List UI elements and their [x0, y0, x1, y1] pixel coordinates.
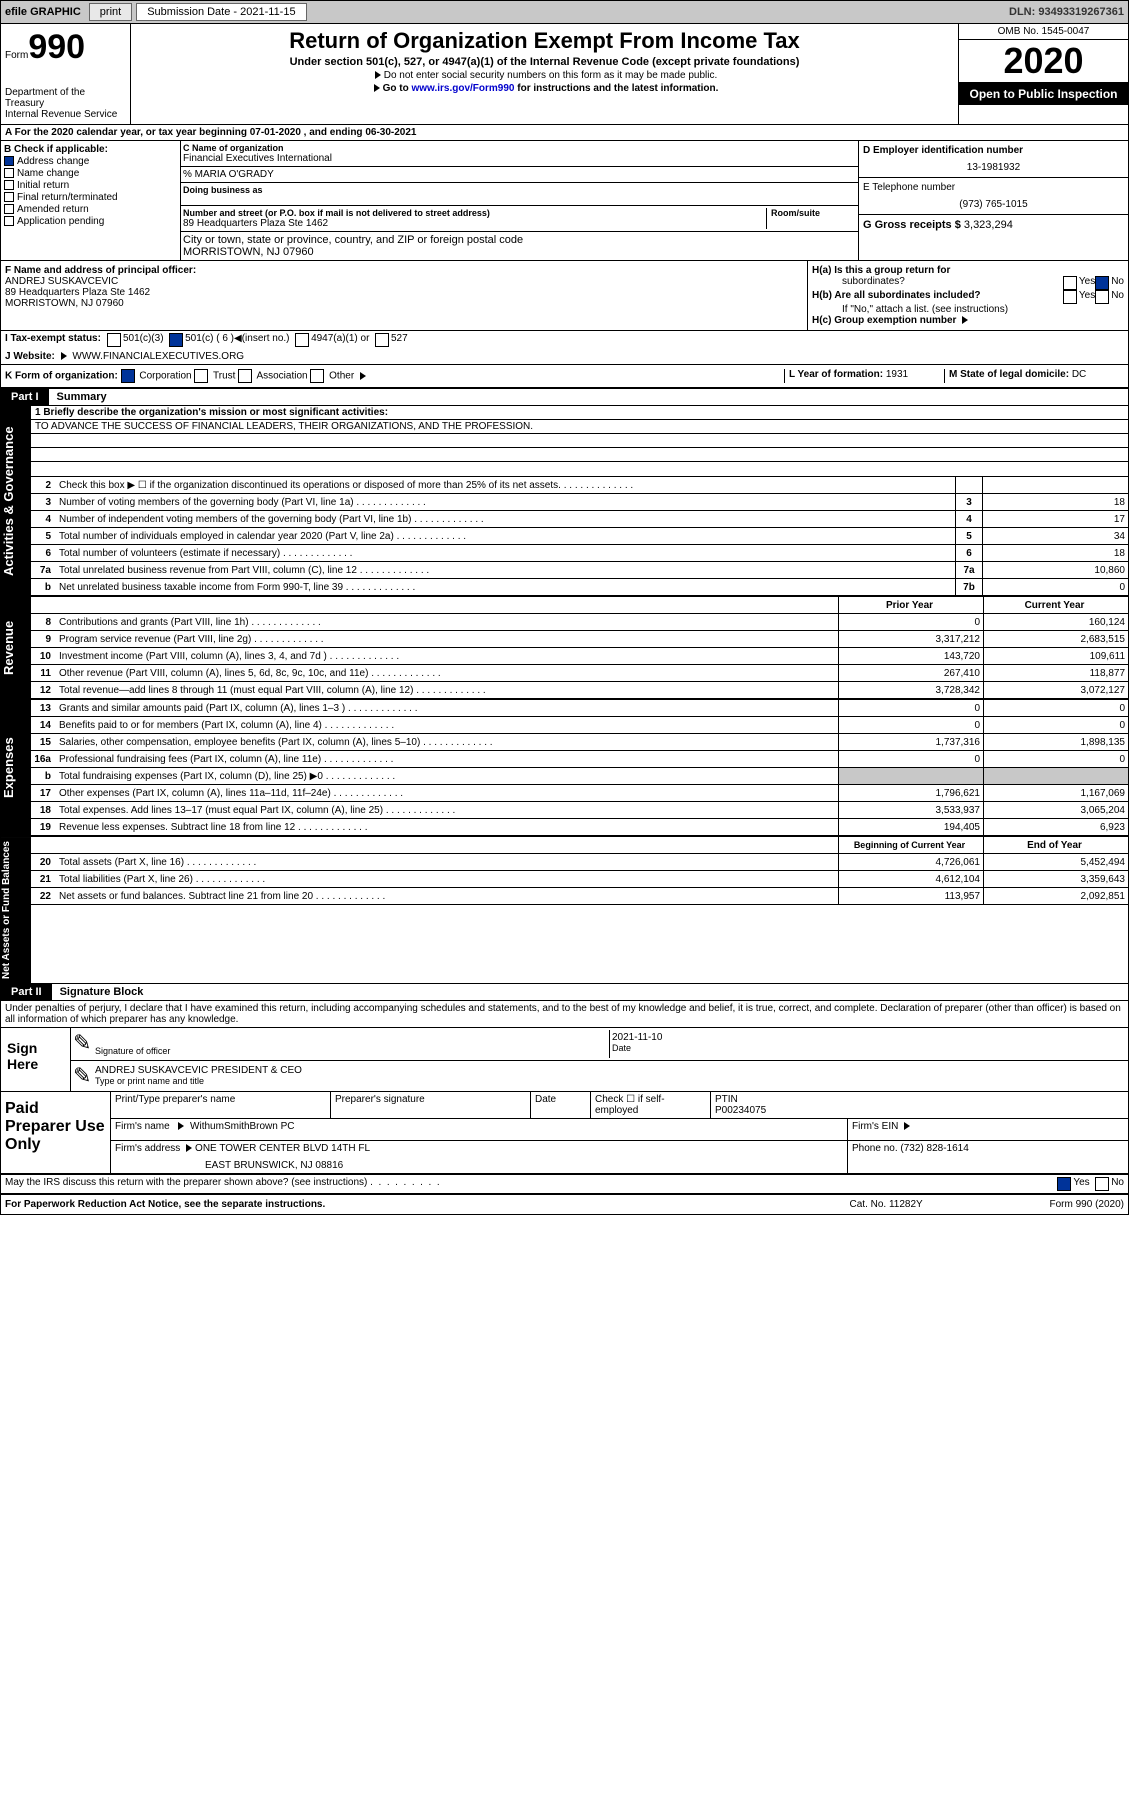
box-b: B Check if applicable: Address change Na…	[1, 141, 181, 260]
checkbox-ha-no[interactable]	[1095, 276, 1109, 290]
tax-year: 2020	[959, 40, 1128, 83]
triangle-icon	[178, 1122, 184, 1130]
header-left: Form 990 Department of the Treasury Inte…	[1, 24, 131, 124]
checkbox-trust[interactable]	[194, 369, 208, 383]
box-f: F Name and address of principal officer:…	[1, 261, 808, 330]
checkbox-assoc[interactable]	[238, 369, 252, 383]
note1: Do not enter social security numbers on …	[384, 70, 717, 81]
note2-pre: Go to	[383, 83, 412, 94]
net-assets-section: Net Assets or Fund Balances Beginning of…	[1, 836, 1128, 983]
box-b-label: B Check if applicable:	[4, 144, 108, 155]
checkbox-hb-yes[interactable]	[1063, 290, 1077, 304]
checkbox-final-return[interactable]	[4, 192, 14, 202]
governance-section: Activities & Governance 1 Briefly descri…	[1, 406, 1128, 596]
form-subtitle: Under section 501(c), 527, or 4947(a)(1)…	[135, 56, 954, 68]
triangle-icon	[962, 316, 968, 324]
year-formation: 1931	[886, 369, 908, 380]
checkbox-initial-return[interactable]	[4, 180, 14, 190]
triangle-icon	[186, 1144, 192, 1152]
top-toolbar: efile GRAPHIC print Submission Date - 20…	[0, 0, 1129, 24]
box-c: C Name of organizationFinancial Executiv…	[181, 141, 858, 260]
checkbox-name-change[interactable]	[4, 168, 14, 178]
org-name: Financial Executives International	[183, 153, 856, 164]
vside-net: Net Assets or Fund Balances	[1, 837, 31, 983]
row-b: B Check if applicable: Address change Na…	[1, 141, 1128, 261]
pen-icon: ✎	[73, 1030, 93, 1058]
checkbox-501c3[interactable]	[107, 333, 121, 347]
checkbox-ha-yes[interactable]	[1063, 276, 1077, 290]
row-i: I Tax-exempt status: 501(c)(3) 501(c) ( …	[1, 331, 1128, 349]
note2-post: for instructions and the latest informat…	[514, 83, 718, 94]
checkbox-other[interactable]	[310, 369, 324, 383]
page-footer: For Paperwork Reduction Act Notice, see …	[1, 1195, 1128, 1214]
header-right: OMB No. 1545-0047 2020 Open to Public In…	[958, 24, 1128, 124]
omb-number: OMB No. 1545-0047	[959, 24, 1128, 40]
checkbox-address-change[interactable]	[4, 156, 14, 166]
row-j: J Website: WWW.FINANCIALEXECUTIVES.ORG	[1, 349, 1128, 365]
row-f-h: F Name and address of principal officer:…	[1, 261, 1128, 331]
state-domicile: DC	[1072, 369, 1086, 380]
city: MORRISTOWN, NJ 07960	[183, 246, 856, 258]
vside-rev: Revenue	[1, 597, 31, 699]
checkbox-4947[interactable]	[295, 333, 309, 347]
vside-gov: Activities & Governance	[1, 406, 31, 596]
checkbox-discuss-no[interactable]	[1095, 1177, 1109, 1191]
public-inspection: Open to Public Inspection	[959, 83, 1128, 105]
firm-phone: (732) 828-1614	[900, 1143, 968, 1154]
triangle-icon	[374, 84, 380, 92]
phone: (973) 765-1015	[863, 199, 1124, 210]
dln-label: DLN: 93493319267361	[1009, 6, 1124, 18]
checkbox-corp[interactable]	[121, 369, 135, 383]
part1-header: Part ISummary	[1, 389, 1128, 406]
irs-label: Internal Revenue Service	[5, 109, 126, 120]
signer-name: ANDREJ SUSKAVCEVIC PRESIDENT & CEO	[95, 1065, 1124, 1076]
discuss-row: May the IRS discuss this return with the…	[1, 1175, 1128, 1195]
form-word: Form	[5, 50, 28, 61]
street: 89 Headquarters Plaza Ste 1462	[183, 218, 766, 229]
triangle-icon	[375, 71, 381, 79]
checkbox-501c[interactable]	[169, 333, 183, 347]
triangle-icon	[61, 352, 67, 360]
pen-icon: ✎	[73, 1063, 93, 1089]
triangle-icon	[904, 1122, 910, 1130]
form-header: Form 990 Department of the Treasury Inte…	[1, 24, 1128, 125]
ptin: P00234075	[715, 1105, 766, 1116]
vside-exp: Expenses	[1, 700, 31, 836]
box-d-e-g: D Employer identification number13-19819…	[858, 141, 1128, 260]
header-center: Return of Organization Exempt From Incom…	[131, 24, 958, 124]
row-a: A For the 2020 calendar year, or tax yea…	[1, 125, 1128, 141]
website: WWW.FINANCIALEXECUTIVES.ORG	[72, 351, 244, 362]
part2-header: Part IISignature Block	[1, 983, 1128, 1001]
dept-label: Department of the Treasury	[5, 87, 126, 109]
triangle-icon	[360, 372, 366, 380]
checkbox-527[interactable]	[375, 333, 389, 347]
firm-addr: ONE TOWER CENTER BLVD 14TH FL	[195, 1143, 370, 1154]
revenue-section: Revenue Prior YearCurrent Year 8Contribu…	[1, 596, 1128, 699]
mission-text: TO ADVANCE THE SUCCESS OF FINANCIAL LEAD…	[31, 420, 1128, 434]
print-button[interactable]: print	[89, 3, 132, 21]
box-h: H(a) Is this a group return for subordin…	[808, 261, 1128, 330]
form-title: Return of Organization Exempt From Incom…	[135, 28, 954, 54]
paid-preparer: Paid Preparer Use Only Print/Type prepar…	[1, 1092, 1128, 1175]
form-number: 990	[28, 28, 85, 67]
perjury-text: Under penalties of perjury, I declare th…	[1, 1001, 1128, 1028]
expenses-section: Expenses 13Grants and similar amounts pa…	[1, 699, 1128, 836]
irs-link[interactable]: www.irs.gov/Form990	[411, 83, 514, 94]
form-container: Form 990 Department of the Treasury Inte…	[0, 24, 1129, 1215]
ein: 13-1981932	[863, 162, 1124, 173]
gross-receipts: 3,323,294	[964, 219, 1013, 231]
officer-name: ANDREJ SUSKAVCEVIC	[5, 276, 118, 287]
firm-name: WithumSmithBrown PC	[190, 1121, 294, 1132]
row-k-l-m: K Form of organization: Corporation Trus…	[1, 365, 1128, 389]
checkbox-discuss-yes[interactable]	[1057, 1177, 1071, 1191]
checkbox-pending[interactable]	[4, 216, 14, 226]
submission-date: Submission Date - 2021-11-15	[136, 3, 306, 21]
sign-here: Sign Here ✎Signature of officer2021-11-1…	[1, 1028, 1128, 1092]
efile-label: efile GRAPHIC	[5, 6, 81, 18]
checkbox-hb-no[interactable]	[1095, 290, 1109, 304]
care-of: % MARIA O'GRADY	[181, 167, 858, 183]
checkbox-amended[interactable]	[4, 204, 14, 214]
